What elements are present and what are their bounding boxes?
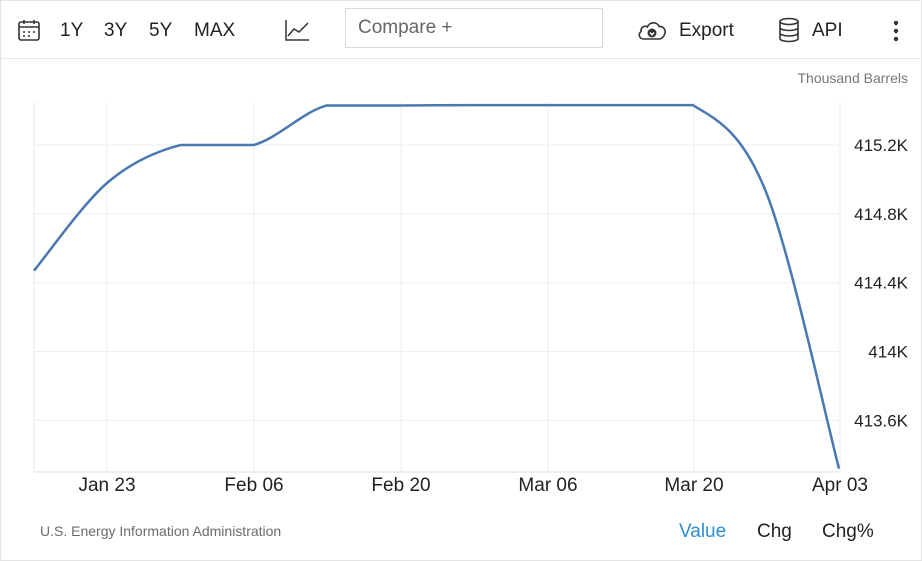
value-toggle[interactable]: Value <box>679 521 727 542</box>
x-tick-label: Apr 03 <box>812 475 868 496</box>
api-button[interactable]: API <box>812 20 843 41</box>
x-tick-label: Mar 06 <box>518 475 577 496</box>
chg-toggle[interactable]: Chg <box>757 521 792 542</box>
y-tick-label: 414K <box>868 343 908 362</box>
kebab-menu-icon[interactable] <box>888 19 904 43</box>
x-tick-label: Mar 20 <box>664 475 723 496</box>
y-tick-label: 413.6K <box>854 411 909 430</box>
y-tick-label: 414.8K <box>854 205 909 224</box>
database-icon[interactable] <box>778 17 800 43</box>
x-tick-label: Jan 23 <box>78 475 135 496</box>
calendar-icon[interactable] <box>17 18 41 42</box>
range-3y-button[interactable]: 3Y <box>104 20 128 41</box>
y-tick-label: 414.4K <box>854 274 909 293</box>
chg-percent-toggle[interactable]: Chg% <box>822 521 874 542</box>
series-line <box>33 103 841 469</box>
range-5y-button[interactable]: 5Y <box>149 20 173 41</box>
range-max-button[interactable]: MAX <box>194 20 236 41</box>
export-button[interactable]: Export <box>679 20 734 41</box>
unit-label: Thousand Barrels <box>797 70 908 86</box>
y-tick-label: 415.2K <box>854 136 909 155</box>
compare-input[interactable] <box>345 8 603 48</box>
x-tick-label: Feb 06 <box>224 475 283 496</box>
source-label: U.S. Energy Information Administration <box>40 523 282 539</box>
chart-toolbar: 1Y 3Y 5Y MAX Export API <box>0 0 922 59</box>
line-chart-icon[interactable] <box>284 18 310 42</box>
range-1y-button[interactable]: 1Y <box>60 20 84 41</box>
cloud-download-icon[interactable] <box>636 18 668 44</box>
x-tick-label: Feb 20 <box>371 475 430 496</box>
